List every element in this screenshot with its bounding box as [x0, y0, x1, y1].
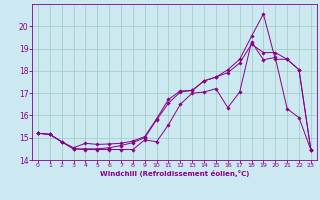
X-axis label: Windchill (Refroidissement éolien,°C): Windchill (Refroidissement éolien,°C)	[100, 170, 249, 177]
